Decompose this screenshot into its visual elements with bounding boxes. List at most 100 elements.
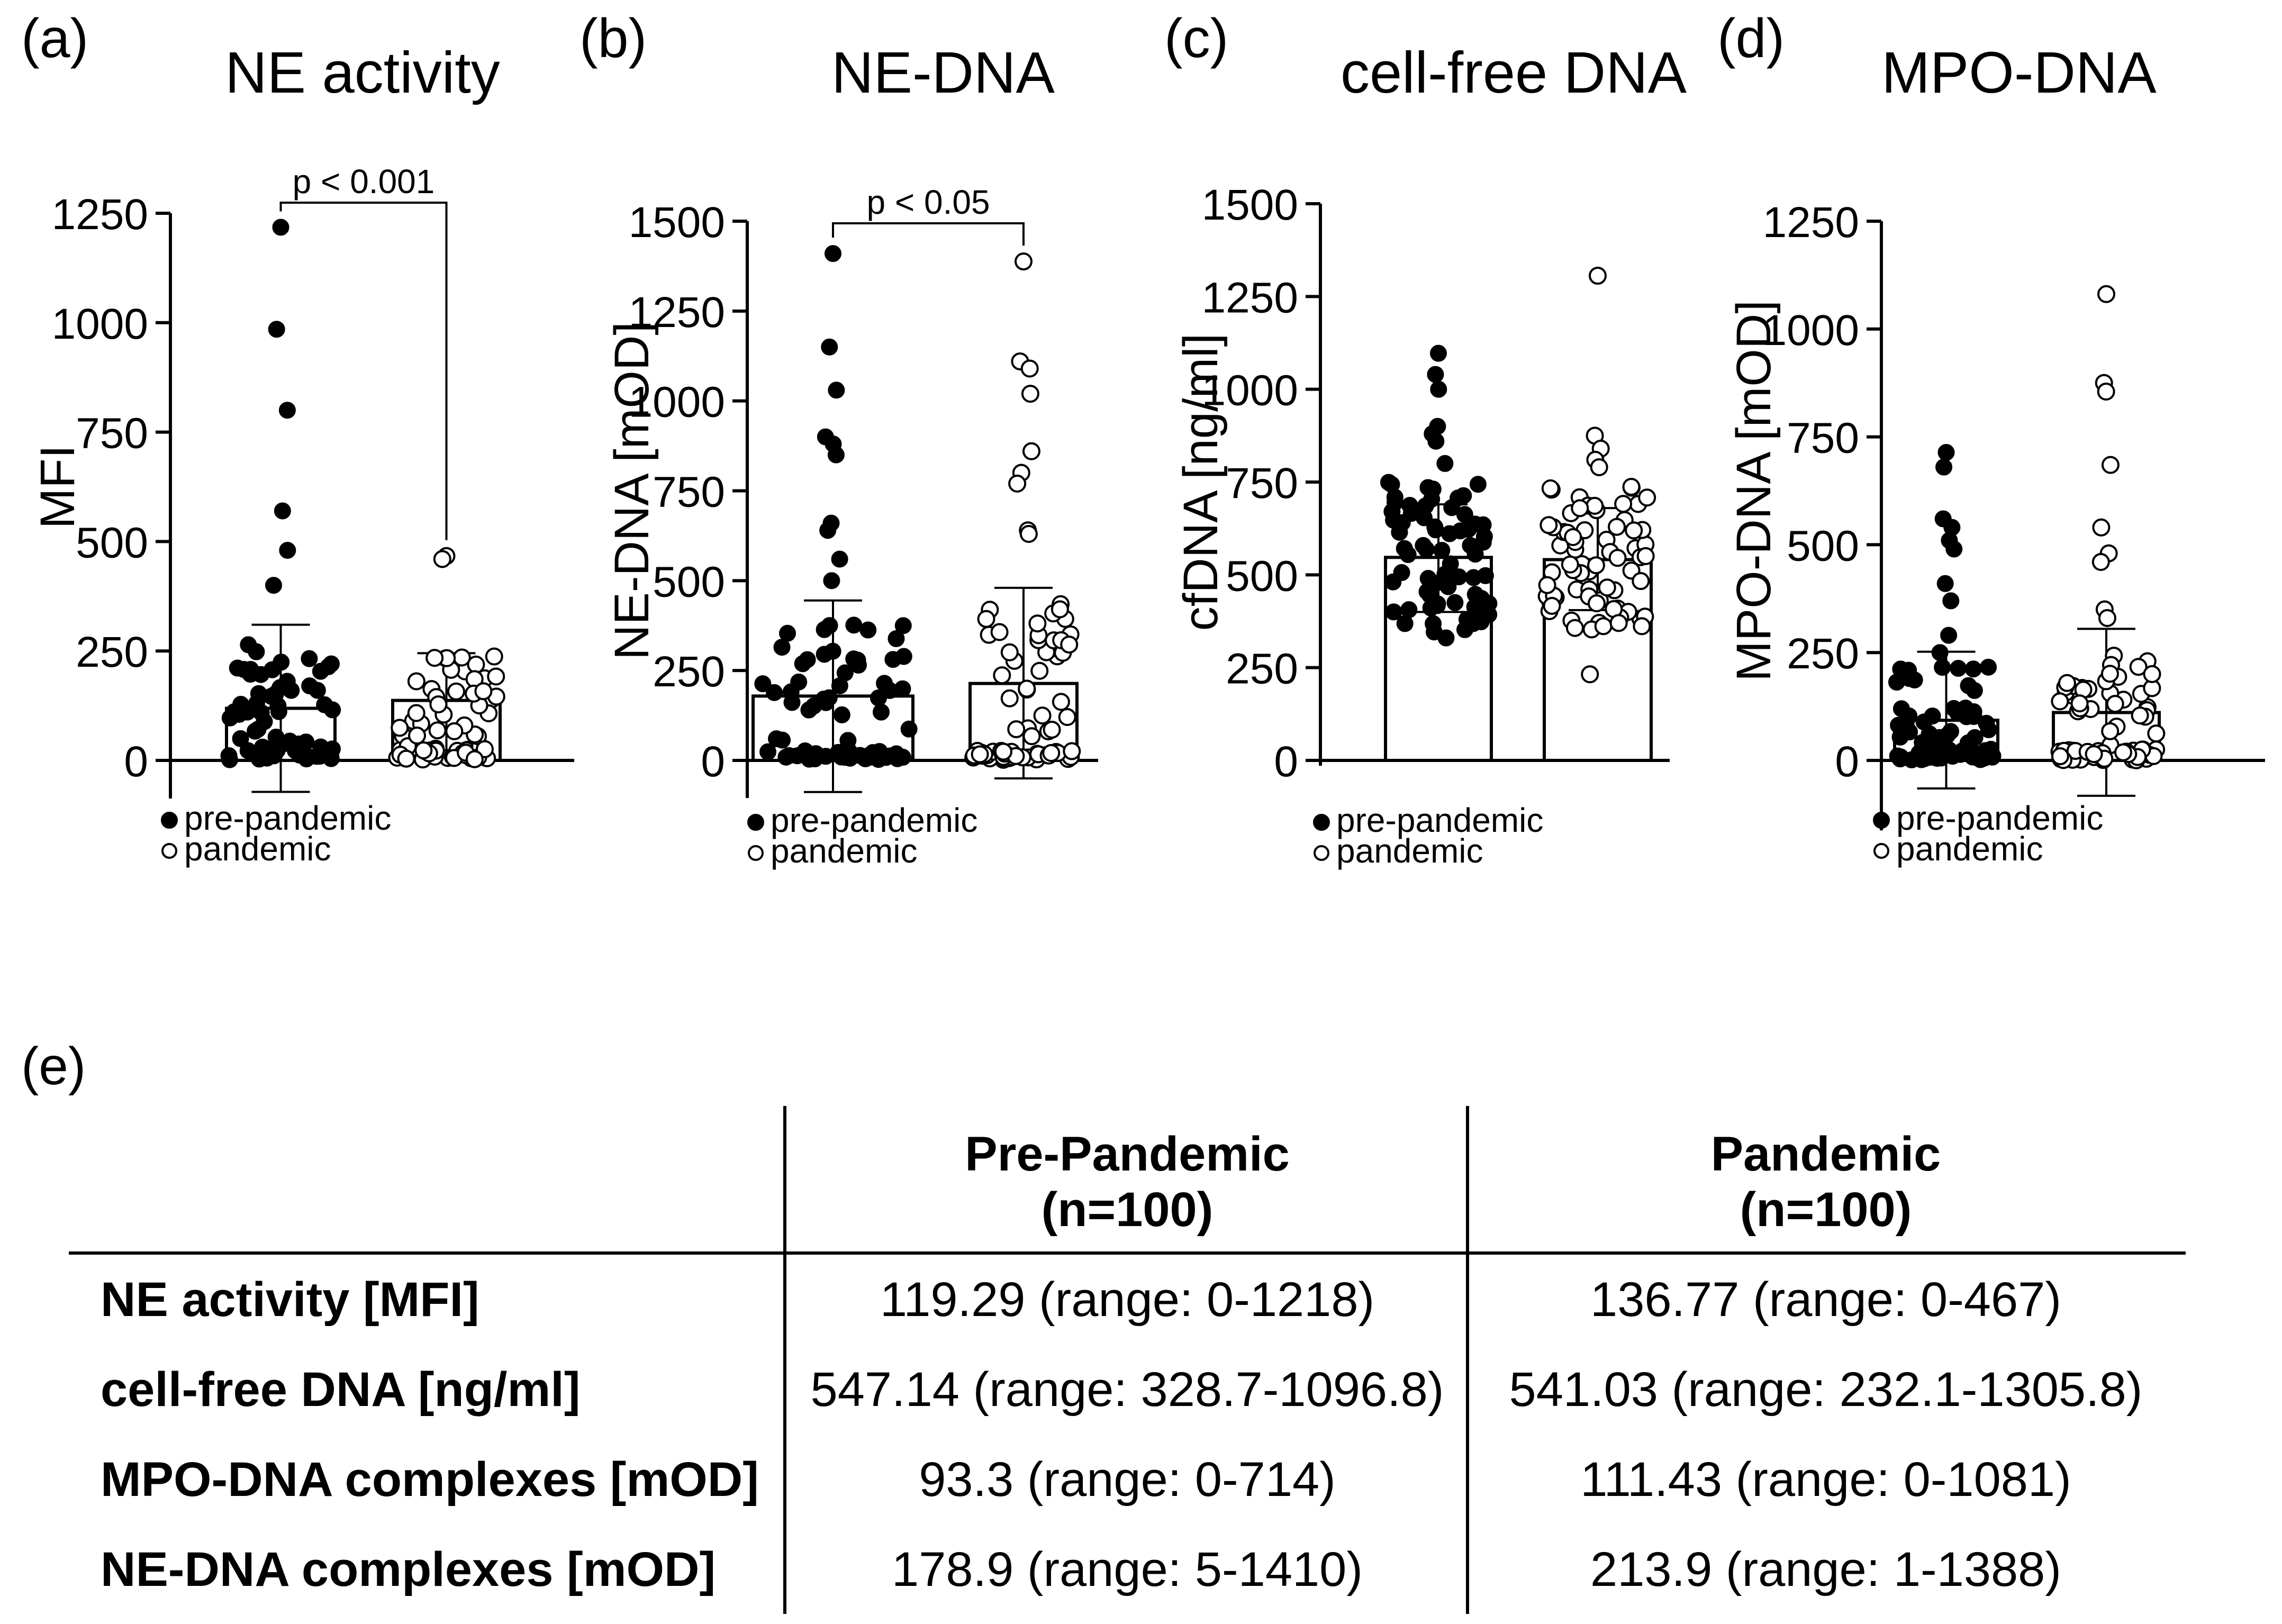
- data-point-pre-pandemic: [265, 577, 282, 594]
- data-point-pandemic: [2143, 665, 2161, 683]
- legend-marker-pandemic: [748, 845, 764, 861]
- data-point-pandemic: [1000, 643, 1019, 661]
- data-point-pre-pandemic: [1950, 659, 1967, 677]
- y-tick-label: 500: [1787, 522, 1859, 570]
- data-point-pre-pandemic: [773, 639, 791, 656]
- chart-panel: (d) MPO-DNA 0 250 500 750 1000 1250 MPO-DNA [mOD…: [1717, 8, 2265, 868]
- data-point-pre-pandemic: [766, 684, 783, 701]
- data-point-pandemic: [467, 655, 485, 674]
- data-point-pandemic: [425, 649, 444, 667]
- data-point-pandemic: [1564, 528, 1582, 546]
- table-column-divider-1: [783, 1106, 786, 1614]
- data-point-pre-pandemic: [1419, 479, 1437, 496]
- data-point-pre-pandemic: [859, 621, 877, 639]
- data-point-pandemic: [1541, 479, 1560, 497]
- data-point-pre-pandemic: [782, 683, 800, 701]
- data-point-pandemic: [2101, 456, 2120, 474]
- data-point-pandemic: [1022, 442, 1040, 460]
- y-tick-label: 1000: [629, 378, 725, 427]
- data-point-pre-pandemic: [1416, 509, 1433, 527]
- y-axis-label: MFI: [31, 445, 85, 529]
- data-point-pandemic: [2058, 674, 2076, 692]
- legend-marker-pre-pandemic: [1873, 812, 1890, 829]
- data-point-pandemic: [1625, 521, 1643, 540]
- y-axis-label: NE-DNA [mOD]: [605, 322, 659, 660]
- data-point-pre-pandemic: [309, 682, 326, 699]
- data-point-pandemic: [1538, 576, 1556, 594]
- data-point-pre-pandemic: [1401, 497, 1418, 514]
- data-point-pandemic: [1018, 679, 1036, 698]
- data-point-pandemic: [433, 550, 451, 568]
- col-header-pre-pandemic: Pre-Pandemic: [965, 1127, 1290, 1181]
- data-point-pandemic: [408, 727, 427, 745]
- data-point-pandemic: [2131, 706, 2149, 725]
- data-point-pre-pandemic: [1966, 682, 1983, 699]
- cell-pre-pandemic: 178.9 (range: 5-1410): [892, 1543, 1363, 1596]
- data-point-pre-pandemic: [754, 675, 772, 693]
- data-point-pre-pandemic: [1386, 494, 1403, 511]
- data-point-pre-pandemic: [1400, 601, 1418, 619]
- legend-label-pandemic: pandemic: [1896, 830, 2043, 868]
- data-point-pre-pandemic: [876, 675, 893, 692]
- data-point-pandemic: [2051, 692, 2069, 711]
- legend-marker-pandemic: [1314, 845, 1329, 861]
- y-tick-label: 500: [76, 519, 148, 567]
- data-point-pre-pandemic: [1900, 661, 1917, 679]
- y-tick-label: 1250: [52, 190, 148, 239]
- data-point-pandemic: [2147, 724, 2166, 743]
- data-point-pre-pandemic: [232, 730, 249, 747]
- significance-bracket: [279, 202, 448, 540]
- data-point-pre-pandemic: [836, 664, 854, 682]
- data-point-pre-pandemic: [1422, 599, 1439, 616]
- data-point-pre-pandemic: [1934, 659, 1951, 676]
- data-point-pre-pandemic: [264, 661, 281, 678]
- col-header-pandemic-n: (n=100): [1740, 1183, 1912, 1237]
- data-point-pre-pandemic: [274, 502, 291, 520]
- data-point-pandemic: [1633, 617, 1651, 636]
- chart-panel: (b) NE-DNA 0 250 500 750 1000 1250 1500 NE-DNA [m…: [579, 8, 1098, 870]
- y-tick-label: 1250: [1202, 274, 1298, 322]
- data-point-pandemic: [1589, 267, 1607, 285]
- table-header-rule: [69, 1251, 2186, 1255]
- data-point-pre-pandemic: [254, 738, 271, 756]
- y-tick-label: 250: [76, 628, 148, 676]
- data-point-pandemic: [1015, 252, 1033, 271]
- data-point-pre-pandemic: [1442, 555, 1459, 573]
- y-tick-label: 0: [1835, 738, 1859, 786]
- data-point-pandemic: [971, 745, 989, 764]
- data-point-pre-pandemic: [894, 617, 912, 634]
- data-point-pre-pandemic: [827, 446, 845, 464]
- y-tick-label: 0: [1274, 738, 1298, 786]
- data-point-pandemic: [1043, 720, 1061, 739]
- data-point-pre-pandemic: [1888, 674, 1905, 691]
- data-point-pre-pandemic: [1430, 380, 1447, 398]
- data-point-pre-pandemic: [1964, 660, 1982, 678]
- data-point-pre-pandemic: [845, 650, 863, 668]
- data-point-pandemic: [2092, 518, 2111, 537]
- data-point-pre-pandemic: [232, 695, 250, 713]
- chart-panels: (a) NE activity 0 250 500 750 1000 1250 MFI p < 0…: [21, 8, 2265, 870]
- legend-label-pre-pandemic: pre-pandemic: [1896, 799, 2103, 837]
- data-point-pandemic: [1608, 549, 1627, 567]
- data-point-pre-pandemic: [278, 402, 296, 419]
- data-point-pandemic: [1608, 518, 1626, 536]
- cell-pandemic: 111.43 (range: 0-1081): [1580, 1453, 2071, 1507]
- y-tick-label: 750: [653, 468, 725, 516]
- data-point-pre-pandemic: [1426, 518, 1444, 536]
- data-point-pre-pandemic: [1916, 750, 1933, 767]
- data-point-pre-pandemic: [828, 382, 845, 399]
- data-point-pre-pandemic: [1425, 623, 1443, 641]
- panel-label: (c): [1164, 8, 1228, 69]
- data-point-pandemic: [1581, 665, 1599, 684]
- data-point-pandemic: [990, 623, 1009, 641]
- data-point-pre-pandemic: [1380, 474, 1397, 491]
- data-point-pre-pandemic: [759, 743, 777, 760]
- legend-marker-pre-pandemic: [747, 814, 764, 831]
- data-point-pandemic: [993, 666, 1011, 685]
- row-label: cell-free DNA [ng/ml]: [101, 1363, 581, 1417]
- data-point-pandemic: [1000, 689, 1019, 707]
- data-point-pandemic: [1058, 708, 1076, 727]
- chart-panel: (a) NE activity 0 250 500 750 1000 1250 MFI p < 0…: [21, 8, 574, 868]
- data-point-pre-pandemic: [870, 751, 888, 768]
